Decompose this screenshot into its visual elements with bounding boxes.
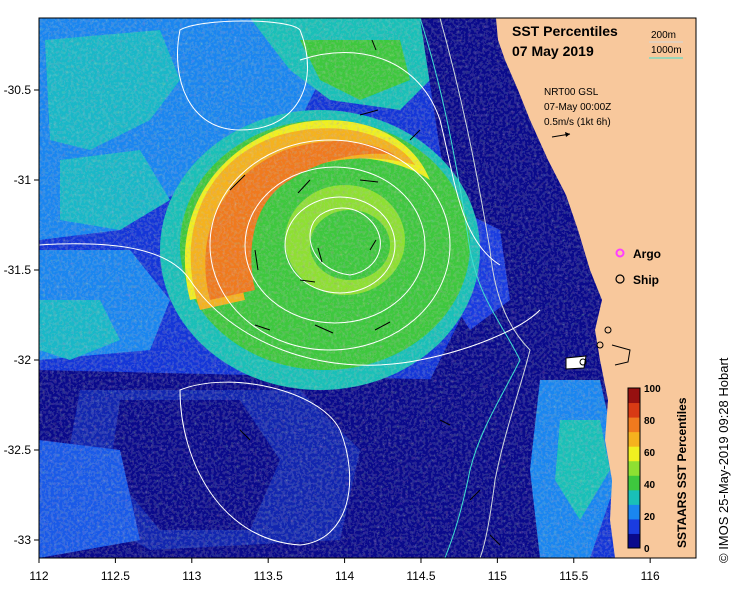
current-scale: 0.5m/s (1kt 6h)	[544, 117, 611, 128]
ship-label: Ship	[633, 273, 659, 287]
colorbar-swatch	[628, 533, 640, 549]
x-tick-label: 114	[335, 569, 354, 583]
ssh-contours	[39, 20, 541, 546]
map-plot-area	[39, 18, 696, 558]
ship-symbol-icon	[615, 274, 625, 284]
colorbar-tick-label: 40	[644, 480, 656, 491]
colorbar-frame	[627, 387, 641, 549]
bathymetry-contours	[419, 18, 531, 558]
argo-label: Argo	[633, 247, 661, 261]
colorbar-tick-label: 100	[644, 384, 661, 395]
current-info: NRT00 GSL 07-May 00:00Z 0.5m/s (1kt 6h)	[544, 87, 611, 138]
x-tick-label: 114.5	[406, 569, 435, 583]
current-model: NRT00 GSL	[544, 87, 599, 98]
ship-markers	[579, 326, 612, 366]
x-tick-label: 113	[182, 569, 201, 583]
colorbar-tick-label: 60	[644, 448, 656, 459]
y-tick-label: -33	[14, 533, 32, 547]
credit-text: © IMOS 25-May-2019 09:28 Hobart	[716, 357, 731, 563]
depth-key: 200m 1000m	[649, 30, 683, 59]
colorbar-swatch	[628, 431, 640, 447]
map-date: 07 May 2019	[512, 43, 594, 59]
colorbar: 100 80 60 40 20 0	[627, 384, 661, 555]
estuary-outline	[611, 344, 631, 366]
y-axis: -30.5 -31 -31.5 -32 -32.5 -33	[4, 83, 39, 547]
colorbar-swatch	[628, 518, 640, 534]
y-tick-label: -31	[14, 173, 32, 187]
island-rottnest	[565, 355, 587, 370]
current-time: 07-May 00:00Z	[544, 102, 611, 113]
colorbar-swatch	[628, 504, 640, 520]
depth-1000-label: 1000m	[651, 45, 682, 56]
symbol-legend: Argo Ship	[615, 247, 661, 287]
colorbar-swatch	[628, 475, 640, 491]
colorbar-tick-label: 20	[644, 512, 656, 523]
current-arrows	[229, 39, 501, 546]
x-tick-label: 112	[29, 569, 48, 583]
colorbar-tick-label: 80	[644, 416, 656, 427]
y-tick-label: -32	[14, 353, 32, 367]
plot-frame	[38, 17, 697, 559]
x-tick-label: 112.5	[101, 569, 130, 583]
colorbar-swatch	[628, 388, 640, 404]
x-axis: 112 112.5 113 113.5 114 114.5 115 115.5 116	[29, 558, 660, 583]
map-title: SST Percentiles	[512, 23, 618, 39]
x-tick-label: 115.5	[559, 569, 588, 583]
x-tick-label: 113.5	[254, 569, 283, 583]
x-tick-label: 116	[641, 569, 660, 583]
colorbar-swatch	[628, 402, 640, 418]
y-tick-label: -30.5	[4, 83, 32, 97]
y-tick-label: -32.5	[4, 443, 32, 457]
colorbar-title: SSTAARS SST Percentiles	[675, 397, 689, 548]
colorbar-tick-label: 0	[644, 544, 650, 555]
argo-symbol-icon	[615, 248, 625, 258]
y-tick-label: -31.5	[4, 263, 32, 277]
colorbar-swatch	[628, 460, 640, 476]
colorbar-swatch	[628, 417, 640, 433]
x-tick-label: 115	[488, 569, 507, 583]
colorbar-swatch	[628, 446, 640, 462]
depth-200-label: 200m	[651, 30, 676, 41]
land-mass	[496, 18, 696, 558]
colorbar-swatch	[628, 489, 640, 505]
